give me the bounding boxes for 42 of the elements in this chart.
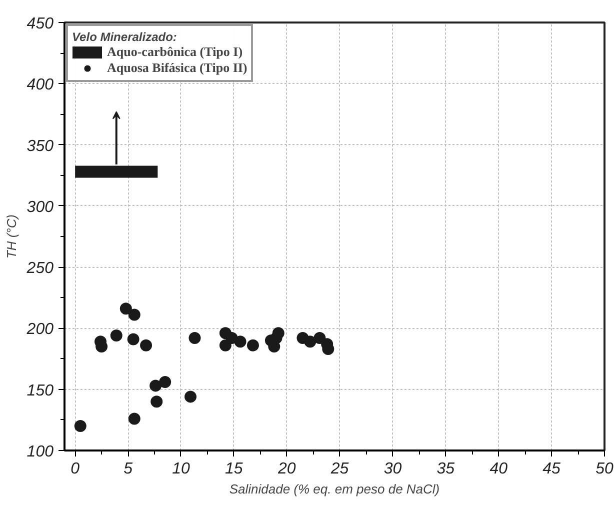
point	[150, 380, 162, 392]
y-axis-title: TH (°C)	[4, 214, 19, 259]
y-tick-label: 100	[26, 444, 54, 460]
x-axis-title: Salinidade (% eq. em peso de NaCl)	[229, 482, 440, 496]
x-tick-label: 25	[330, 460, 349, 478]
y-tick-label: 300	[26, 198, 54, 216]
legend-label: Aquo-carbônica (Tipo I)	[107, 44, 243, 60]
point	[120, 302, 132, 315]
point	[150, 396, 163, 408]
point	[127, 333, 140, 346]
x-tick-label: 30	[384, 460, 402, 478]
point	[128, 412, 140, 425]
x-tick-label: 40	[490, 460, 508, 478]
x-tick-label: 20	[276, 460, 296, 478]
y-tick-label: 350	[26, 138, 54, 155]
point	[110, 330, 122, 342]
point	[314, 332, 326, 344]
y-tick-label: 200	[26, 321, 54, 338]
legend-label: Aquosa Bifásica (Tipo II)	[107, 60, 248, 76]
point	[74, 420, 86, 432]
y-tick-label: 250	[26, 260, 54, 278]
point	[140, 339, 152, 352]
x-tick-label: 50	[596, 460, 614, 478]
point	[246, 339, 259, 352]
x-tick-label: 5	[124, 460, 133, 478]
point	[184, 390, 196, 403]
y-tick-label: 450	[26, 16, 54, 32]
point	[304, 336, 316, 348]
y-tick-label: 150	[26, 382, 54, 400]
point	[128, 308, 140, 321]
y-tick-label: 400	[26, 76, 54, 94]
x-tick-label: 10	[172, 460, 190, 478]
point	[219, 339, 232, 352]
x-tick-label: 0	[70, 460, 80, 478]
legend-title: Velo Mineralizado:	[72, 30, 178, 44]
x-tick-label: 45	[542, 460, 561, 478]
point	[188, 332, 201, 344]
point	[159, 376, 172, 388]
x-tick-label: 35	[436, 460, 455, 478]
point	[272, 327, 284, 340]
x-tick-label: 15	[225, 460, 243, 478]
point	[234, 336, 246, 348]
